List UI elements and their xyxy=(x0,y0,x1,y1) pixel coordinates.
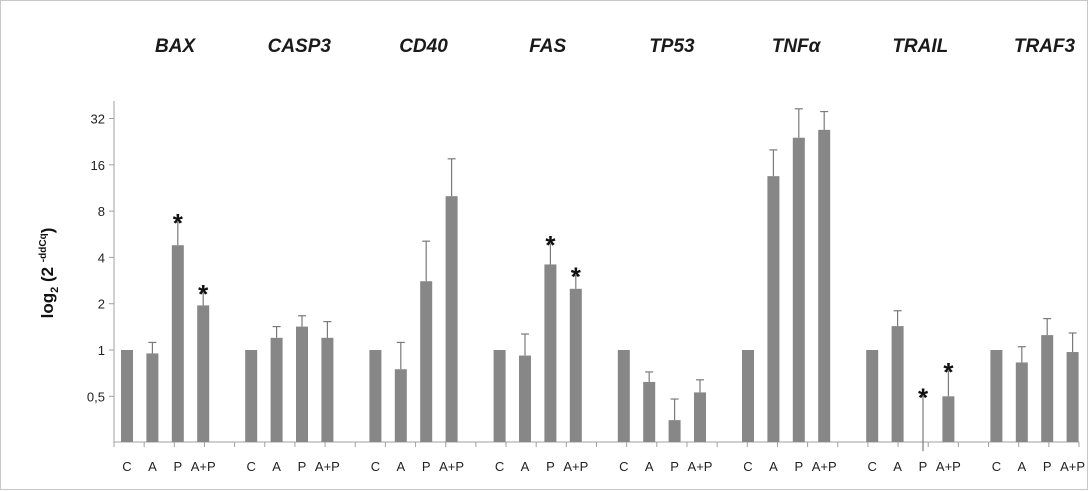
bar xyxy=(643,381,656,442)
category-label: A xyxy=(769,459,778,474)
bar xyxy=(369,350,382,442)
category-labels: C A P A+P C A P A+P C A P A+P C A P A+P C A P A+P C A P A+P C A P A… xyxy=(122,459,1085,474)
gene-label: FAS xyxy=(529,36,566,57)
category-label: A xyxy=(148,459,157,474)
category-label: A xyxy=(521,459,530,474)
category-label: P xyxy=(298,459,307,474)
category-label: A xyxy=(645,459,654,474)
bar xyxy=(1066,352,1079,442)
bar xyxy=(942,396,955,442)
category-label: C xyxy=(619,459,628,474)
y-axis-label: log2 (2 -ddCq) xyxy=(38,228,61,319)
bar xyxy=(296,326,308,442)
y-tick-label: 16 xyxy=(91,158,105,173)
significance-star: * xyxy=(943,357,954,387)
gene-label: TRAIL xyxy=(892,36,948,57)
bar xyxy=(742,350,754,442)
y-tick-label: 0,5 xyxy=(87,389,105,404)
significance-star: * xyxy=(918,382,929,412)
category-label: C xyxy=(122,459,131,474)
significance-star: * xyxy=(545,230,556,260)
category-label: A xyxy=(893,459,902,474)
bar xyxy=(694,392,706,442)
bar xyxy=(1041,335,1054,442)
category-label: P xyxy=(670,459,679,474)
category-label: A xyxy=(396,459,405,474)
category-label: A+P xyxy=(191,459,216,474)
gene-label: CASP3 xyxy=(268,36,332,57)
category-label: A xyxy=(1017,459,1026,474)
bar xyxy=(866,350,879,442)
bar xyxy=(171,245,184,442)
bar xyxy=(270,337,283,442)
y-tick-label: 32 xyxy=(91,112,105,127)
bar xyxy=(420,281,433,442)
category-label: A+P xyxy=(315,459,340,474)
bar xyxy=(569,288,582,442)
category-label: A xyxy=(272,459,281,474)
category-label: C xyxy=(495,459,504,474)
bar xyxy=(121,350,133,442)
bar xyxy=(767,176,780,442)
category-label: P xyxy=(1043,459,1052,474)
bar xyxy=(445,196,458,442)
bar xyxy=(394,369,407,442)
category-label: P xyxy=(794,459,803,474)
gene-labels: BAX CASP3 CD40 FAS TP53 TNFα TRAIL TRAF3 xyxy=(155,36,1075,57)
bar xyxy=(493,350,506,442)
bar xyxy=(818,129,831,443)
y-axis-label-base: 2 xyxy=(49,287,61,293)
category-label: P xyxy=(919,459,928,474)
bar xyxy=(245,350,258,442)
axes: 0,5 1 2 4 8 16 32 xyxy=(87,101,1080,447)
significance-star: * xyxy=(198,279,209,309)
gene-label: TP53 xyxy=(649,36,695,57)
category-label: C xyxy=(247,459,256,474)
y-axis-label-log: log xyxy=(38,293,57,319)
y-axis-label-mid: (2 xyxy=(38,262,57,287)
y-tick-label: 8 xyxy=(98,204,105,219)
y-tick-label: 4 xyxy=(98,250,105,265)
bars: * * * * * * xyxy=(121,108,1079,452)
bar xyxy=(792,137,805,442)
category-label: C xyxy=(743,459,752,474)
bar xyxy=(990,350,1003,442)
significance-star: * xyxy=(173,208,184,238)
y-tick-label: 2 xyxy=(98,297,105,312)
bar xyxy=(891,326,904,442)
category-label: C xyxy=(868,459,877,474)
bar xyxy=(617,350,630,442)
y-axis-label-close: ) xyxy=(38,228,57,234)
bar xyxy=(197,305,210,442)
category-label: A+P xyxy=(812,459,837,474)
category-label: C xyxy=(992,459,1001,474)
gene-label: CD40 xyxy=(399,36,448,57)
category-label: P xyxy=(173,459,182,474)
bar xyxy=(668,420,681,442)
bar xyxy=(146,353,159,442)
bar xyxy=(519,355,531,442)
bar xyxy=(1015,362,1028,442)
category-label: A+P xyxy=(439,459,464,474)
category-label: A+P xyxy=(563,459,588,474)
category-label: A+P xyxy=(1060,459,1085,474)
gene-label: TRAF3 xyxy=(1014,36,1076,57)
significance-star: * xyxy=(571,262,582,292)
gene-label: BAX xyxy=(155,36,196,57)
y-axis-label-group: log2 (2 -ddCq) xyxy=(38,228,61,319)
y-axis-label-exponent: -ddCq xyxy=(38,233,49,262)
category-label: A+P xyxy=(936,459,961,474)
category-label: C xyxy=(371,459,380,474)
y-tick-label: 1 xyxy=(98,343,105,358)
category-label: A+P xyxy=(688,459,713,474)
bar xyxy=(321,337,334,442)
category-label: P xyxy=(422,459,431,474)
bar xyxy=(544,264,557,442)
gene-label: TNFα xyxy=(772,36,822,57)
category-label: P xyxy=(546,459,555,474)
